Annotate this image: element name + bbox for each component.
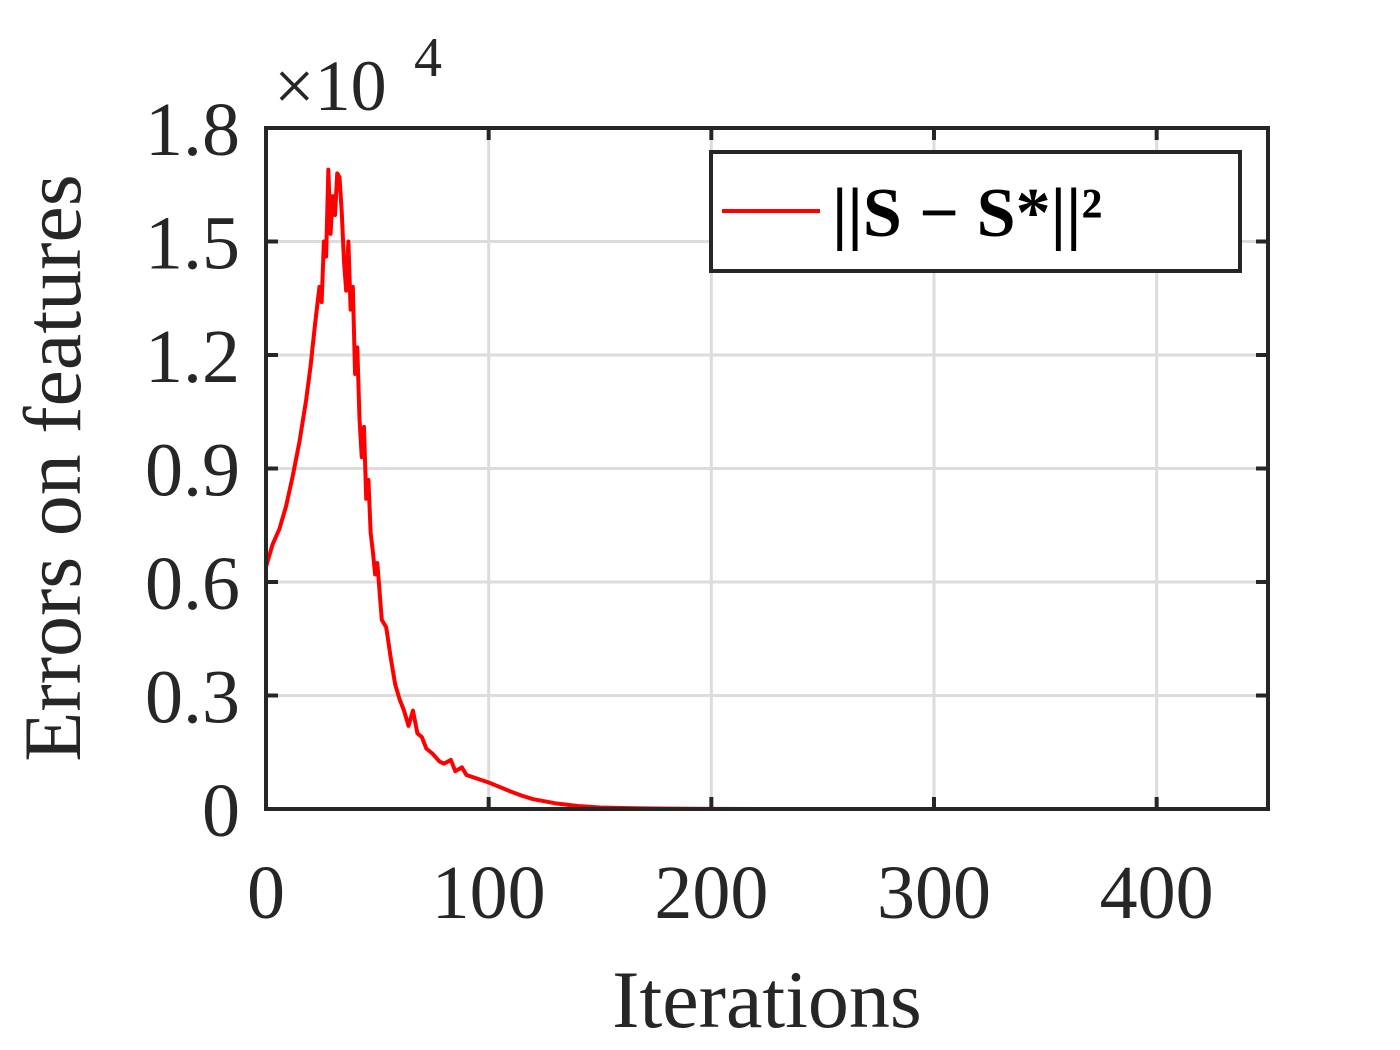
x-tick-label: 0 [247, 851, 285, 935]
x-tick-label: 300 [877, 851, 991, 935]
y-tick-label: 1.8 [145, 88, 240, 172]
y-tick-label: 0.6 [145, 542, 240, 626]
axis-ticks [264, 126, 1268, 811]
legend-entry-label: ||S − S*||² [832, 175, 1102, 252]
y-tick-label: 0.3 [145, 656, 240, 740]
x-tick-label: 100 [432, 851, 546, 935]
y-exponent-power: 4 [414, 27, 442, 89]
series-line [264, 167, 1257, 811]
x-tick-labels: 0 100 200 300 400 [247, 851, 1214, 935]
y-exponent-multiplier: ×10 [274, 46, 387, 126]
y-tick-label: 0.9 [145, 429, 240, 513]
y-tick-label: 1.2 [145, 315, 240, 399]
x-tick-label: 400 [1100, 851, 1214, 935]
y-axis-label: Errors on features [7, 174, 98, 761]
x-axis-label: Iterations [612, 954, 922, 1045]
y-tick-label: 1.5 [145, 202, 240, 286]
x-tick-label: 200 [654, 851, 768, 935]
series-layer [264, 167, 1257, 811]
y-tick-labels: 0 0.3 0.6 0.9 1.2 1.5 1.8 [145, 88, 240, 853]
legend: ||S − S*||² [709, 150, 1242, 273]
y-tick-label: 0 [202, 769, 240, 853]
